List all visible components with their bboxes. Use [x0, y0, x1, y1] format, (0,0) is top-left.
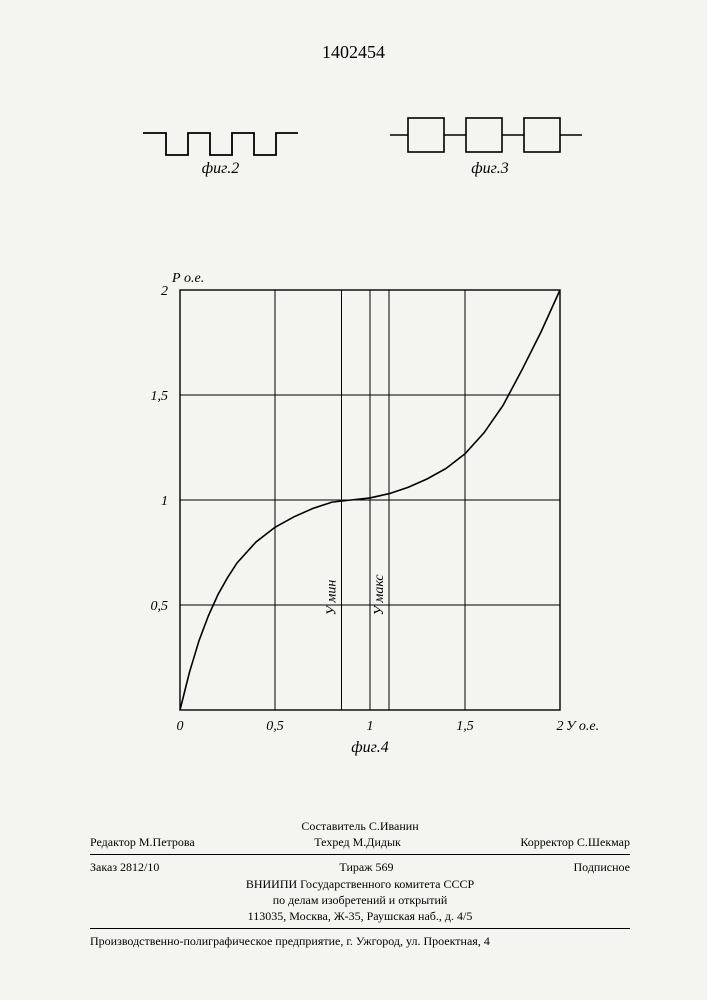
address: 113035, Москва, Ж-35, Раушская наб., д. …: [90, 908, 630, 924]
org-line2: по делам изобретений и открытий: [90, 892, 630, 908]
editor: Редактор М.Петрова: [90, 834, 195, 850]
svg-text:1: 1: [161, 494, 168, 509]
doc-number: 1402454: [0, 42, 707, 63]
order-no: Заказ 2812/10: [90, 859, 159, 875]
fig2-caption: фиг.2: [138, 160, 303, 178]
print-house: Производственно-полиграфическое предприя…: [90, 933, 630, 949]
podpisnoe: Подписное: [574, 859, 631, 875]
techred: Техред М.Дидык: [314, 834, 401, 850]
svg-text:У макс: У макс: [372, 574, 387, 616]
svg-text:1,5: 1,5: [151, 389, 169, 404]
svg-text:фиг.4: фиг.4: [351, 739, 388, 756]
corrector: Корректор С.Шекмар: [520, 834, 630, 850]
svg-text:0,5: 0,5: [266, 719, 284, 734]
fig3-caption: фиг.3: [390, 160, 590, 178]
composer-line: Составитель С.Иванин: [90, 818, 630, 834]
svg-text:У о.е.: У о.е.: [566, 719, 599, 734]
svg-text:2: 2: [161, 284, 168, 299]
fig4-chart: 00,511,520,511,52Р о.е.У о.е.У минУ макс…: [110, 260, 610, 780]
org-line1: ВНИИПИ Государственного комитета СССР: [90, 876, 630, 892]
svg-text:1: 1: [367, 719, 374, 734]
svg-text:0,5: 0,5: [151, 599, 169, 614]
svg-text:1,5: 1,5: [456, 719, 474, 734]
svg-text:2: 2: [557, 719, 564, 734]
tirazh: Тираж 569: [339, 859, 393, 875]
svg-text:Р о.е.: Р о.е.: [171, 271, 204, 286]
svg-text:У мин: У мин: [325, 580, 340, 616]
svg-text:0: 0: [177, 719, 184, 734]
fig3-diagram: [390, 110, 590, 165]
